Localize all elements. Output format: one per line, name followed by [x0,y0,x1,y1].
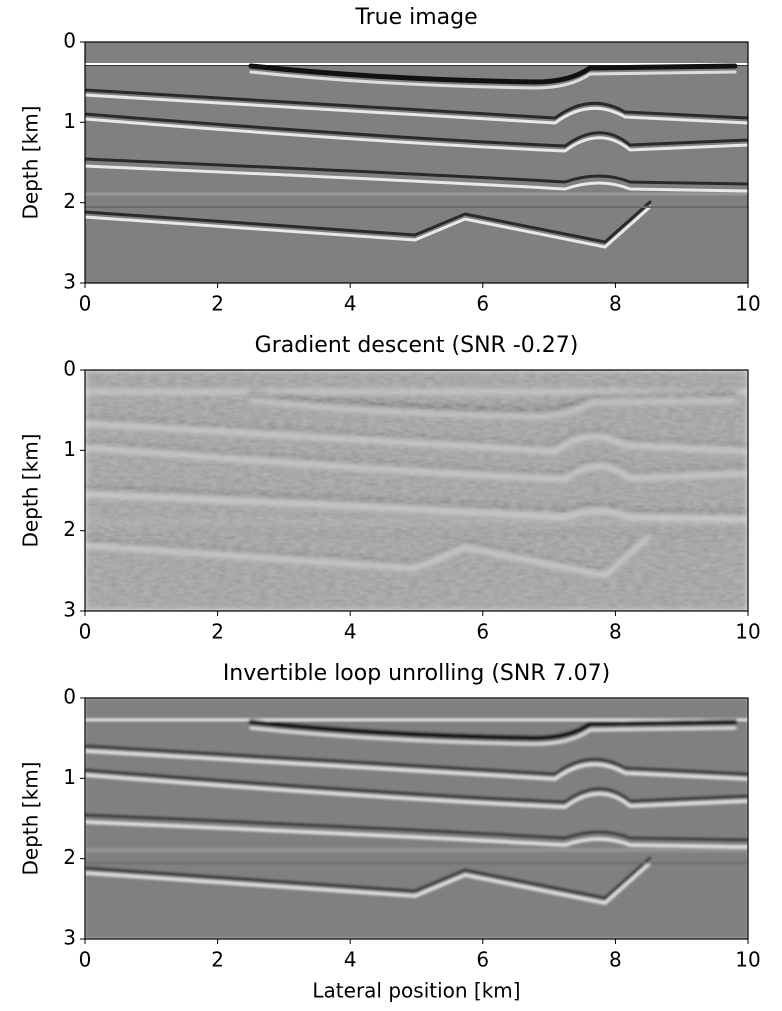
x-tick-label: 4 [344,292,357,316]
x-tick-label: 4 [344,620,357,644]
y-tick-label: 1 [63,109,76,133]
x-axis-label: Lateral position [km] [312,979,520,1003]
x-tick-label: 0 [79,620,92,644]
y-tick-label: 0 [63,357,76,381]
chart-title: Invertible loop unrolling (SNR 7.07) [223,661,610,686]
x-tick-label: 10 [735,948,760,972]
y-tick-label: 0 [63,29,76,53]
x-tick-label: 2 [211,620,224,644]
x-tick-label: 2 [211,292,224,316]
seismic-image [85,698,748,939]
y-axis-label: Depth [km] [19,106,43,220]
x-tick-label: 0 [79,948,92,972]
seismic-image [85,370,748,611]
x-tick-label: 8 [609,292,622,316]
y-tick-label: 3 [63,926,76,950]
x-tick-label: 0 [79,292,92,316]
y-tick-label: 0 [63,685,76,709]
x-tick-label: 6 [476,620,489,644]
y-tick-label: 2 [63,845,76,869]
x-tick-label: 4 [344,948,357,972]
y-tick-label: 3 [63,270,76,294]
chart-title: Gradient descent (SNR -0.27) [255,333,579,358]
y-axis-label: Depth [km] [19,762,43,876]
x-tick-label: 2 [211,948,224,972]
plot-frame [84,41,749,284]
plot-frame [84,369,749,612]
y-tick-label: 3 [63,598,76,622]
y-axis-label: Depth [km] [19,434,43,548]
x-tick-label: 10 [735,620,760,644]
x-tick-label: 8 [609,620,622,644]
y-tick-label: 1 [63,437,76,461]
y-tick-label: 2 [63,517,76,541]
y-tick-label: 2 [63,189,76,213]
plot-frame [84,697,749,940]
seismic-image [85,42,748,283]
x-tick-label: 10 [735,292,760,316]
x-tick-label: 6 [476,948,489,972]
chart-title: True image [354,5,477,30]
y-tick-label: 1 [63,765,76,789]
x-tick-label: 8 [609,948,622,972]
x-tick-label: 6 [476,292,489,316]
